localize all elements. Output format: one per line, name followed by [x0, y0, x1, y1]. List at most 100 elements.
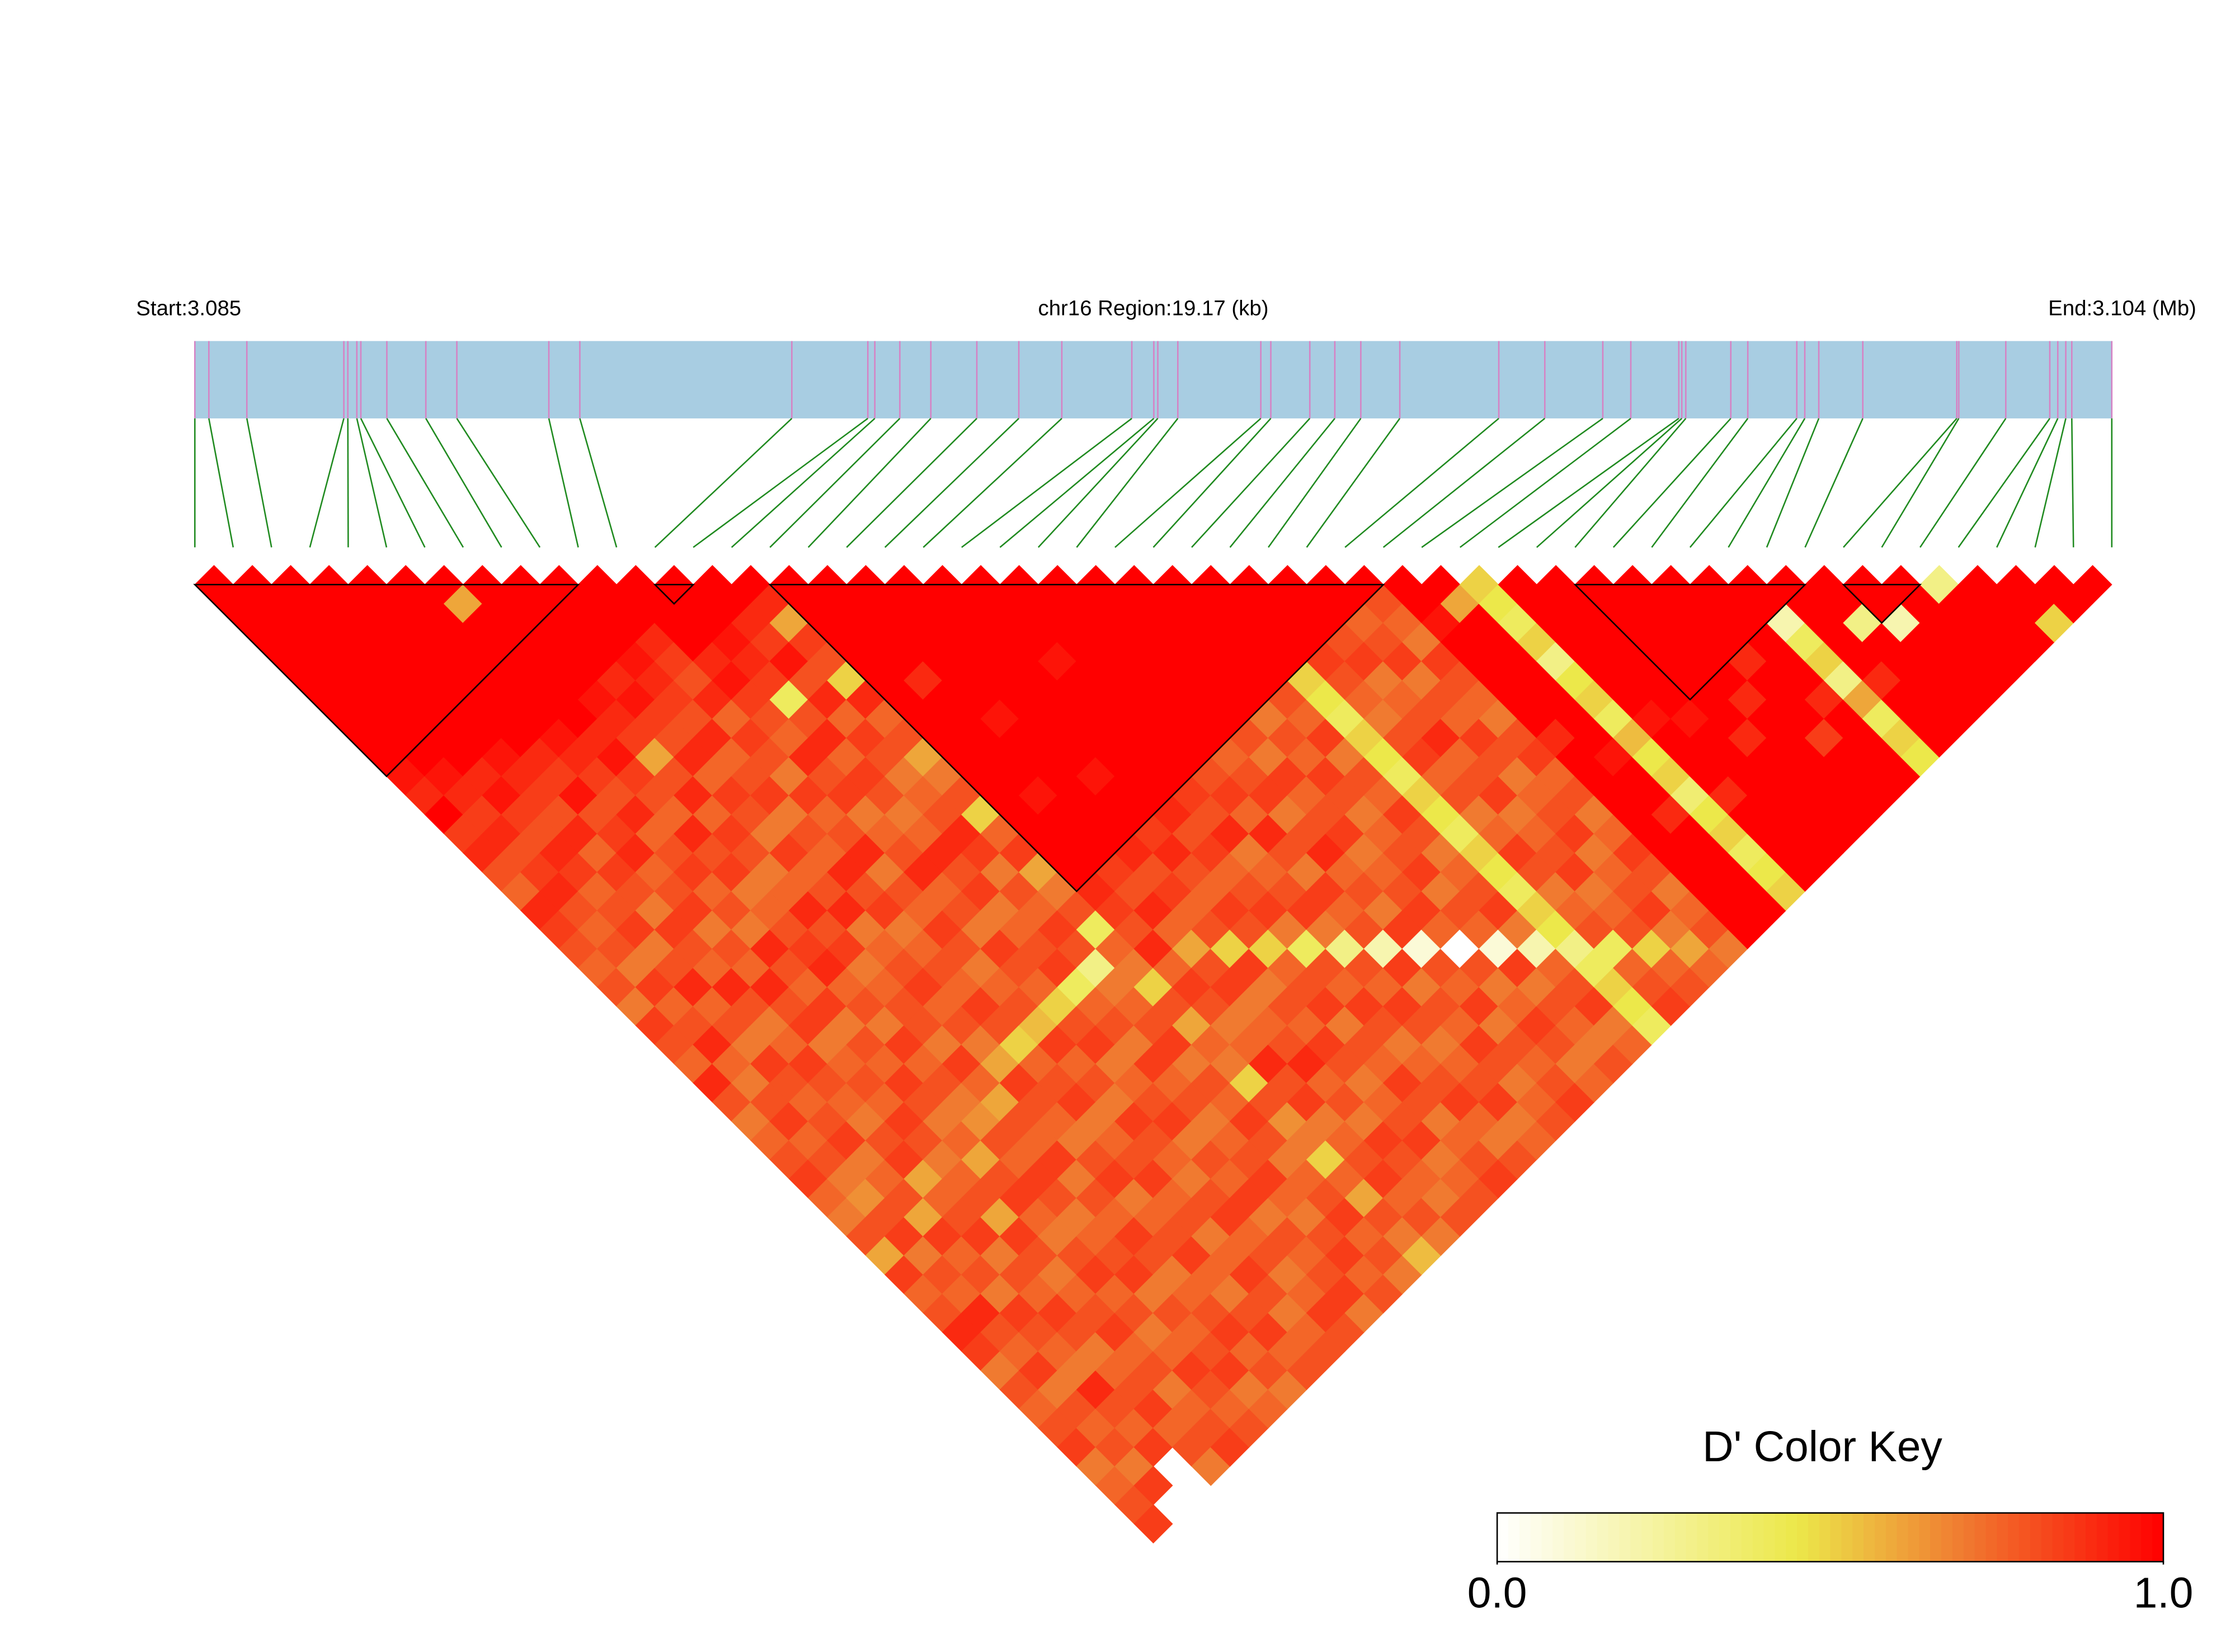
ld-cell: [2015, 584, 2055, 624]
snp-connector: [1996, 418, 2059, 548]
ld-cell: [1479, 622, 1518, 662]
ld-cell: [1555, 584, 1595, 624]
ld-block: [653, 583, 695, 605]
color-key-step: [1797, 1513, 1809, 1562]
ld-cell: [1038, 1255, 1077, 1295]
color-key-step: [2152, 1513, 2164, 1562]
color-key-step: [1897, 1513, 1909, 1562]
ld-cell: [1382, 603, 1422, 643]
color-key-step: [2041, 1513, 2053, 1562]
ld-cell: [1459, 642, 1499, 681]
snp-connector: [309, 418, 345, 548]
snp-connector: [1919, 418, 2007, 548]
ld-cell: [1095, 699, 1135, 738]
ld-cell: [1268, 1255, 1307, 1295]
ld-block: [193, 583, 580, 778]
ld-cell: [1440, 584, 1480, 624]
color-key-step: [1519, 1513, 1531, 1562]
ld-cell: [1593, 699, 1633, 738]
color-key-step: [1530, 1513, 1542, 1562]
color-key-step: [2018, 1513, 2031, 1562]
ld-cell: [1479, 1044, 1518, 1084]
ld-cell: [1325, 852, 1365, 892]
ld-cell: [1958, 680, 1997, 719]
color-key-step: [1786, 1513, 1798, 1562]
ld-cell: [1479, 699, 1518, 738]
ld-cell: [501, 680, 540, 719]
ld-cell: [616, 718, 656, 758]
ld-cell: [482, 852, 521, 892]
ld-cell: [1459, 564, 1499, 605]
ld-cell: [846, 603, 886, 643]
ld-cell: [1632, 929, 1672, 969]
ld-cell: [1498, 872, 1537, 911]
ld-cell: [1593, 737, 1633, 777]
ld-cell: [1517, 891, 1556, 930]
ld-cell: [290, 584, 330, 624]
ld-cell: [1593, 584, 1633, 624]
ld-cell: [1249, 622, 1288, 662]
color-key-step: [1985, 1513, 1998, 1562]
ld-cell: [1996, 642, 2036, 681]
ld-cell: [1459, 795, 1499, 835]
snp-connector: [1421, 417, 1603, 548]
ld-block: [1841, 583, 1922, 624]
ld-cell: [1114, 603, 1154, 643]
ld-cell: [1459, 872, 1499, 911]
ld-cell: [520, 852, 560, 892]
color-key-step: [1663, 1513, 1676, 1562]
snp-connector: [846, 418, 977, 548]
snp-connector: [1076, 418, 1179, 548]
color-key-step: [1830, 1513, 1842, 1562]
color-key-step: [1619, 1513, 1631, 1562]
ld-cell: [1862, 699, 1902, 738]
color-key-step: [1974, 1513, 1987, 1562]
ld-cell: [1479, 967, 1518, 1007]
snp-connector: [1498, 417, 1679, 548]
ld-cell: [501, 603, 540, 643]
color-key-step: [1941, 1513, 1953, 1562]
ld-cell: [1479, 1159, 1518, 1199]
ld-cell: [1440, 852, 1480, 892]
ld-cell: [1555, 699, 1595, 738]
ld-cell: [674, 967, 713, 1007]
color-key-step: [1497, 1513, 1509, 1562]
ld-cell: [1555, 967, 1595, 1007]
ld-cell: [1459, 1102, 1499, 1141]
ld-cell: [1382, 642, 1422, 681]
color-key-step: [1686, 1513, 1698, 1562]
color-key-step: [1608, 1513, 1620, 1562]
ld-cell: [1325, 661, 1365, 700]
ld-cell: [731, 680, 770, 719]
ld-cell: [1938, 661, 1978, 700]
ld-cell: [884, 603, 924, 643]
ld-cell: [328, 622, 368, 662]
ld-cell: [942, 929, 981, 969]
ld-cell: [1479, 1121, 1518, 1160]
ld-cell: [1977, 661, 2017, 700]
ld-cell: [2073, 564, 2112, 605]
ld-cell: [1325, 1312, 1365, 1352]
snp-connector: [1536, 417, 1683, 548]
ld-cell: [1479, 929, 1518, 969]
ld-cell: [1593, 622, 1633, 662]
snp-connector: [1114, 417, 1262, 548]
ld-cell: [1479, 661, 1518, 700]
ld-cell: [1938, 622, 1978, 662]
ld-cell: [942, 852, 981, 892]
snp-connector: [1958, 418, 2050, 548]
ld-cell: [1249, 661, 1288, 700]
color-key-tick-label: 0.0: [1467, 1569, 1527, 1617]
ld-cell: [1402, 661, 1442, 700]
ld-cell: [1459, 718, 1499, 758]
ld-cell: [1958, 603, 1997, 643]
snp-connector: [386, 418, 464, 548]
ld-cell: [1382, 718, 1422, 758]
ld-cell: [1593, 967, 1633, 1007]
ld-cell: [1459, 910, 1499, 949]
ld-cell: [884, 718, 924, 758]
ld-cell: [1498, 756, 1537, 796]
ld-cell: [1325, 584, 1365, 624]
ld-cell: [1555, 929, 1595, 969]
ld-cell: [2034, 564, 2074, 605]
